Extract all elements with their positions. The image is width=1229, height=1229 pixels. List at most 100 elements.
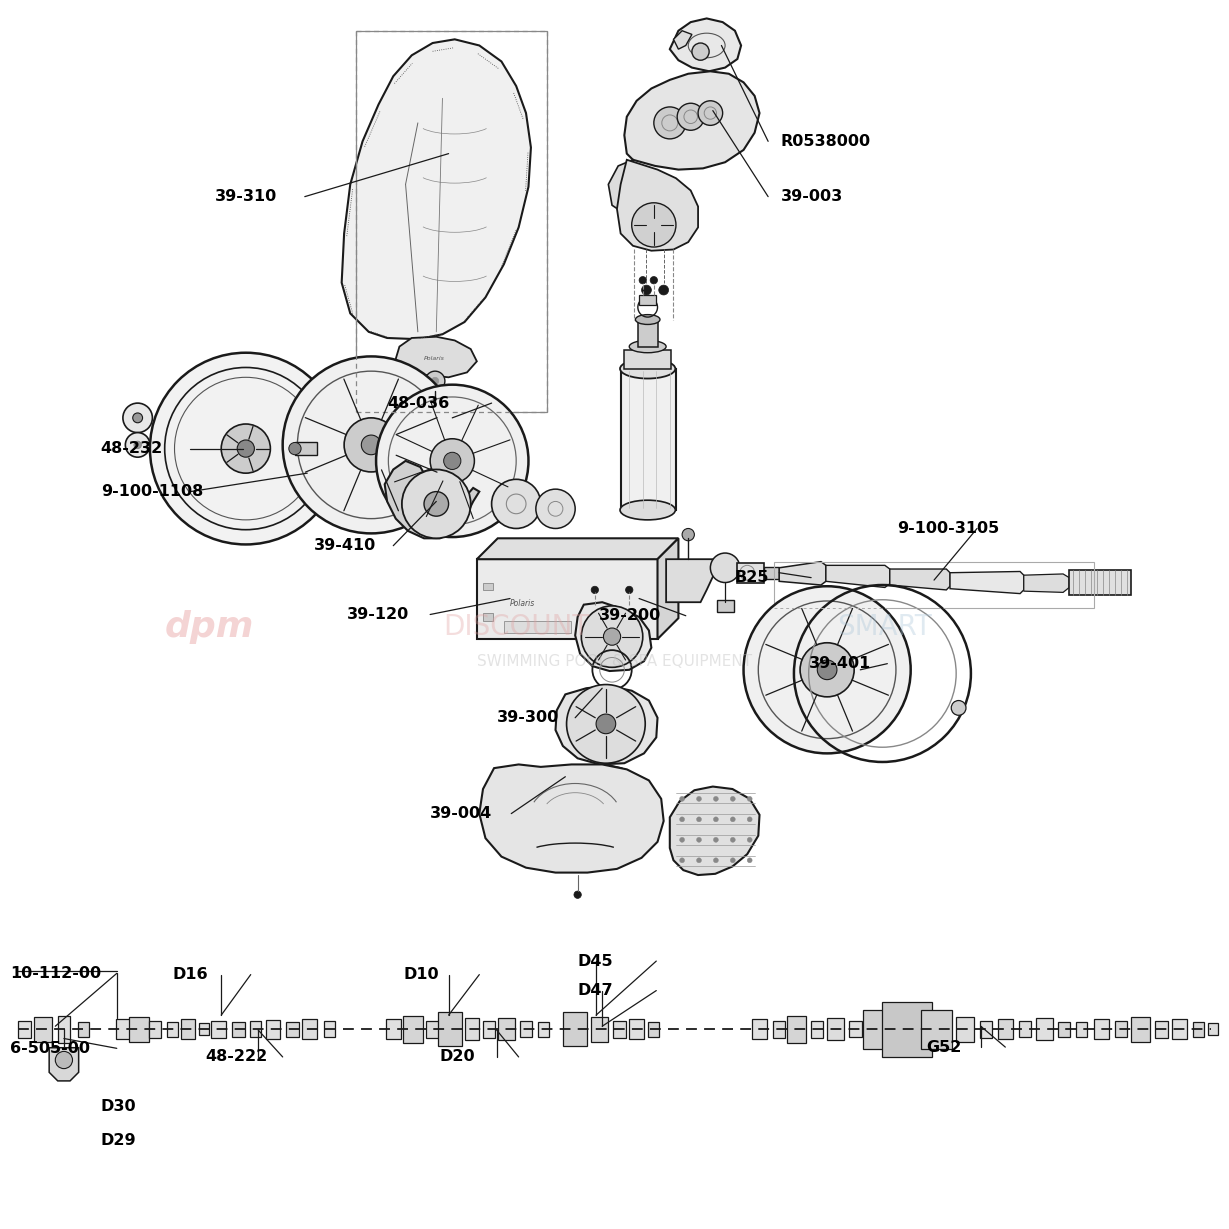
Bar (403, 1015, 423, 1042)
Polygon shape (670, 18, 741, 71)
Circle shape (713, 837, 718, 842)
Circle shape (817, 660, 837, 680)
Bar (498, 1018, 515, 1040)
Polygon shape (396, 337, 477, 377)
Polygon shape (608, 160, 639, 215)
Circle shape (605, 794, 619, 809)
Bar (638, 322, 658, 347)
Bar (520, 1021, 532, 1037)
Bar (251, 1021, 262, 1037)
Circle shape (289, 442, 301, 455)
Circle shape (951, 701, 966, 715)
Polygon shape (617, 160, 698, 251)
Bar (774, 562, 1094, 608)
Bar (167, 1023, 178, 1037)
Circle shape (747, 858, 752, 863)
Text: 39-310: 39-310 (215, 189, 278, 204)
Bar (483, 583, 493, 590)
Bar (649, 1023, 660, 1037)
Text: Polaris: Polaris (424, 356, 445, 361)
Circle shape (134, 441, 141, 449)
Circle shape (654, 107, 686, 139)
Polygon shape (342, 39, 531, 339)
Circle shape (730, 858, 735, 863)
Bar (956, 1018, 975, 1042)
Bar (324, 1021, 334, 1037)
Text: SMART: SMART (837, 613, 933, 640)
Polygon shape (950, 571, 1024, 594)
Bar (849, 1021, 862, 1037)
Polygon shape (479, 764, 664, 873)
Bar (116, 1020, 130, 1040)
Circle shape (697, 837, 702, 842)
Bar (1094, 1020, 1109, 1040)
Bar (737, 563, 764, 583)
Bar (629, 1020, 644, 1040)
Polygon shape (658, 538, 678, 639)
Text: 48-232: 48-232 (101, 441, 163, 456)
Polygon shape (556, 686, 658, 764)
Ellipse shape (635, 315, 660, 324)
Bar (149, 1020, 161, 1037)
Bar (18, 1020, 31, 1037)
Circle shape (713, 858, 718, 863)
Text: D47: D47 (578, 983, 613, 998)
Text: 39-401: 39-401 (809, 656, 871, 671)
Bar (1115, 1021, 1127, 1037)
Polygon shape (890, 569, 950, 590)
Bar (1131, 1018, 1150, 1042)
Bar (504, 621, 571, 633)
Text: 39-120: 39-120 (347, 607, 409, 622)
Circle shape (591, 586, 599, 594)
Circle shape (639, 277, 646, 284)
Bar (922, 1010, 952, 1048)
Text: D16: D16 (172, 967, 208, 982)
Bar (58, 1015, 70, 1042)
Circle shape (680, 796, 685, 801)
Circle shape (133, 413, 143, 423)
Polygon shape (49, 1047, 79, 1082)
Bar (438, 1013, 462, 1047)
Bar (1069, 570, 1131, 595)
Bar (827, 1018, 844, 1040)
Text: 6-505-00: 6-505-00 (10, 1041, 90, 1056)
Bar (79, 1023, 88, 1037)
Bar (787, 1015, 806, 1042)
Circle shape (431, 377, 439, 385)
Circle shape (730, 837, 735, 842)
Text: 10-112-00: 10-112-00 (10, 966, 101, 981)
Circle shape (682, 528, 694, 541)
Circle shape (425, 371, 445, 391)
Circle shape (603, 628, 621, 645)
Circle shape (536, 489, 575, 528)
Circle shape (730, 817, 735, 822)
Bar (302, 1020, 317, 1040)
Text: 39-004: 39-004 (430, 806, 493, 821)
Bar (1077, 1023, 1088, 1037)
Text: D20: D20 (440, 1050, 476, 1064)
Bar (1172, 1020, 1187, 1040)
Circle shape (747, 837, 752, 842)
Bar (1208, 1023, 1218, 1035)
Text: D10: D10 (403, 967, 439, 982)
Polygon shape (624, 71, 760, 170)
Ellipse shape (619, 500, 676, 520)
Text: 9-100-1108: 9-100-1108 (101, 484, 203, 499)
Bar (621, 369, 676, 510)
Circle shape (680, 817, 685, 822)
Text: 39-410: 39-410 (313, 538, 376, 553)
Circle shape (747, 817, 752, 822)
Circle shape (444, 452, 461, 469)
Circle shape (361, 435, 381, 455)
Text: D30: D30 (101, 1099, 136, 1113)
Circle shape (574, 891, 581, 898)
Bar (1036, 1018, 1053, 1040)
Bar (129, 1018, 149, 1042)
Circle shape (430, 439, 474, 483)
Bar (980, 1020, 992, 1037)
Text: R0538000: R0538000 (780, 134, 870, 149)
Polygon shape (1024, 574, 1069, 592)
Circle shape (697, 796, 702, 801)
Bar (811, 1020, 823, 1037)
Bar (624, 350, 671, 369)
